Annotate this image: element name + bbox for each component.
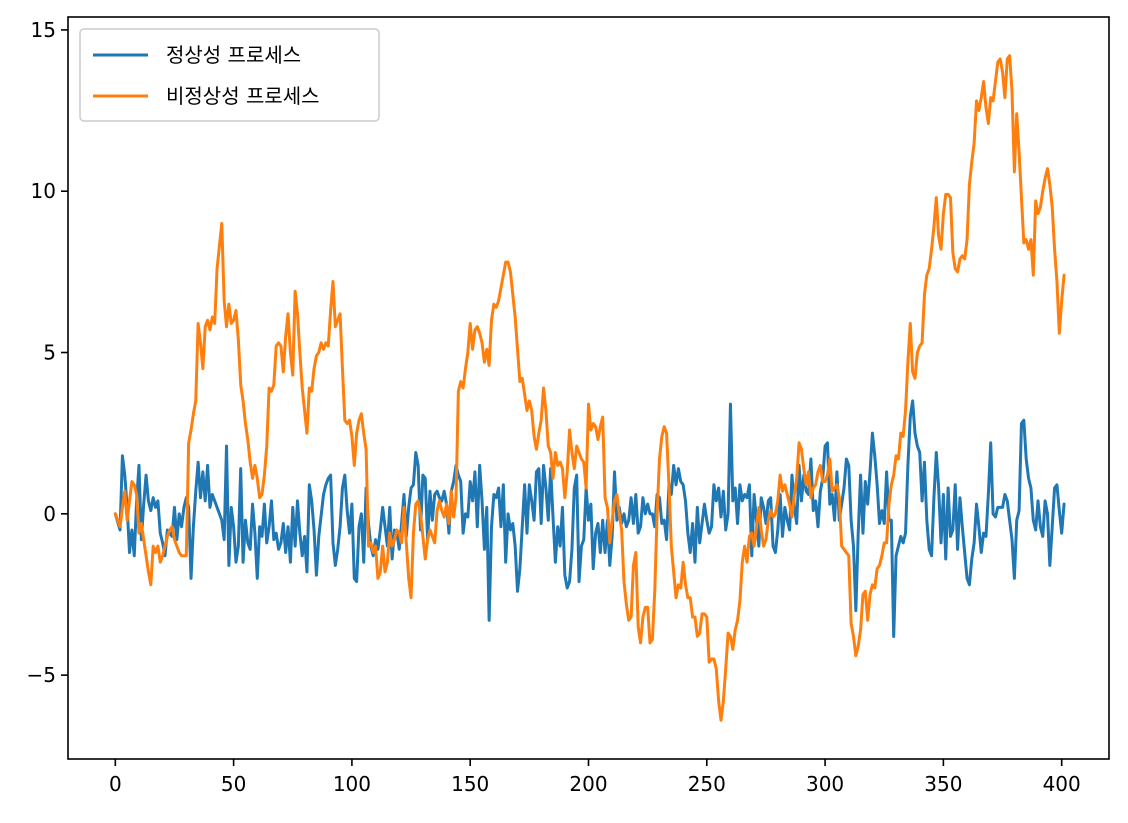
x-axis: 0 50 100 150 200 250 300 350 400	[109, 759, 1081, 796]
x-tick-label: 100	[333, 772, 371, 796]
x-tick-label: 300	[806, 772, 844, 796]
x-tick-label: 350	[924, 772, 962, 796]
legend-box	[79, 28, 380, 122]
series-line-stationary	[113, 399, 1066, 638]
series-layer	[113, 54, 1066, 722]
y-tick-label: 0	[43, 502, 56, 526]
x-tick-label: 400	[1043, 772, 1081, 796]
legend-label-stationary: 정상성 프로세스	[166, 43, 301, 67]
legend: 정상성 프로세스 비정상성 프로세스	[79, 28, 380, 122]
y-tick-label: −5	[27, 663, 56, 687]
x-tick-label: 200	[569, 772, 607, 796]
series-line-nonstationary	[113, 54, 1066, 722]
x-tick-label: 0	[109, 772, 122, 796]
legend-label-nonstationary: 비정상성 프로세스	[166, 84, 320, 108]
x-tick-label: 250	[688, 772, 726, 796]
x-tick-label: 150	[451, 772, 489, 796]
y-tick-label: 10	[31, 179, 56, 203]
y-tick-label: 5	[43, 341, 56, 365]
y-tick-label: 15	[31, 18, 56, 42]
y-axis: −5 0 5 10 15	[27, 18, 68, 687]
x-tick-label: 50	[221, 772, 246, 796]
